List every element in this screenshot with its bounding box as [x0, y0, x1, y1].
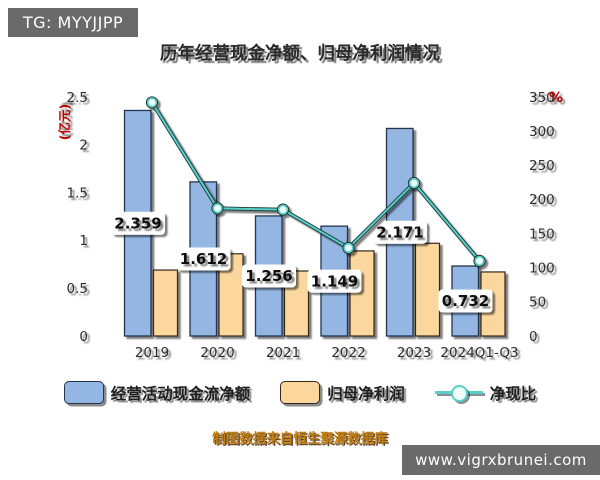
- bar-value-label: 2.359: [114, 214, 161, 232]
- x-tick-label: 2019: [135, 345, 169, 361]
- bar-netprofit-2019: [152, 269, 179, 337]
- legend-line-marker-icon: [434, 384, 483, 402]
- legend-label-netprofit: 归母净利润: [327, 384, 405, 403]
- line-marker-ring: [277, 204, 288, 215]
- legend-label-cashflow: 经营活动现金流净额: [110, 384, 251, 403]
- legend-label-cashratio: 净现比: [489, 384, 537, 403]
- legend-item-netprofit: 归母净利润: [280, 381, 405, 404]
- right-tick-label: 300: [529, 124, 555, 140]
- right-axis-unit-label: %: [549, 90, 563, 106]
- footnote: 制图数据来自恒生聚源数据库: [212, 431, 388, 447]
- right-tick-label: 350: [529, 90, 555, 106]
- telegram-badge: TG: MYYJJPP: [8, 8, 138, 37]
- right-tick-label: 100: [529, 261, 555, 277]
- chart-title: 历年经营现金净额、归母净利润情况: [160, 44, 440, 64]
- bar-value-label: 1.256: [245, 267, 292, 285]
- bar-value-label: 0.732: [442, 292, 489, 310]
- legend-item-cashflow: 经营活动现金流净额: [63, 381, 251, 404]
- bar-netprofit-2023: [414, 242, 441, 337]
- right-tick-label: 250: [529, 158, 555, 174]
- bar-value-label-box: [307, 269, 362, 293]
- x-tick-label: 2022: [331, 345, 365, 361]
- bar-netprofit-2022: [349, 250, 375, 337]
- x-tick-label: 2021: [266, 345, 300, 361]
- legend-item-cashratio: 净现比: [434, 382, 537, 404]
- cash-ratio-line: [145, 96, 486, 268]
- left-tick-label: 1: [79, 233, 88, 249]
- bar-value-label-box: [242, 264, 296, 288]
- line-marker-ring: [408, 178, 419, 189]
- bar-value-label: 1.149: [311, 272, 358, 290]
- legend: 经营活动现金流净额 归母净利润 净现比: [0, 381, 600, 404]
- left-tick-label: 1.5: [67, 185, 88, 201]
- right-tick-label: 200: [529, 192, 555, 208]
- bar-value-label-box: [111, 211, 165, 235]
- left-tick-label: 2.5: [67, 90, 88, 106]
- x-tick-label: 2020: [200, 345, 234, 361]
- left-tick-label: 0: [79, 329, 88, 345]
- right-tick-label: 50: [529, 295, 546, 311]
- bar-value-label: 2.171: [376, 223, 423, 241]
- bar-value-label-box: [176, 247, 231, 271]
- left-tick-label: 0.5: [67, 281, 88, 297]
- line-marker-ring: [212, 203, 223, 214]
- legend-circle-marker-icon: [450, 384, 468, 402]
- bar-value-label-box: [438, 289, 493, 313]
- line-marker-ring: [343, 242, 354, 253]
- watermark-badge: www.vigrxbrunei.com: [402, 445, 600, 475]
- line-marker-ring: [474, 255, 485, 266]
- chart-area: 2.359 1.612 1.256 1.149 2.171 0.732 0 0.5 1 1.5 2 2…: [57, 88, 563, 361]
- right-tick-label: 150: [529, 226, 555, 242]
- combo-chart-svg: 2.359 1.612 1.256 1.149 2.171 0.732 0 0.5 1 1.5 2 2…: [57, 88, 563, 361]
- bar-value-label-box: [373, 220, 427, 244]
- left-tick-label: 2: [79, 138, 88, 154]
- x-tick-label: 2024Q1-Q3: [440, 345, 518, 361]
- legend-swatch-netprofit: [280, 381, 321, 404]
- legend-swatch-cashflow: [63, 381, 104, 404]
- bar-value-label: 1.612: [180, 250, 227, 268]
- left-axis-unit-label: (亿元): [57, 104, 72, 140]
- line-marker-ring: [147, 97, 158, 108]
- x-tick-label: 2023: [397, 345, 431, 361]
- right-tick-label: 0: [529, 329, 538, 345]
